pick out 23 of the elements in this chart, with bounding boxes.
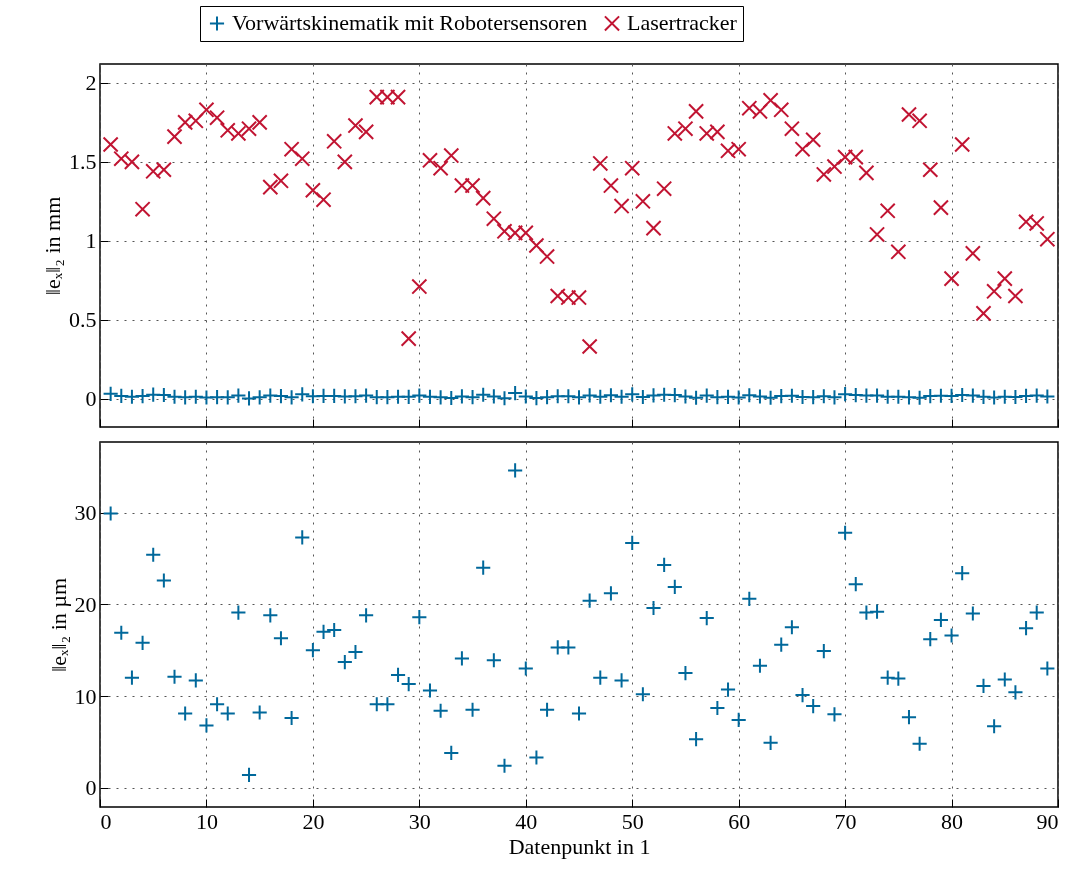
x-tick-label: 40 <box>515 808 538 834</box>
y-axis-title: ‖eₓ‖₂ in µm <box>45 577 71 673</box>
x-tick-label: 30 <box>408 808 431 834</box>
y-tick-label: 0.5 <box>69 307 97 333</box>
legend-label: Vorwärtskinematik mit Robotersensoren <box>232 10 588 36</box>
legend-label: Lasertracker <box>627 10 738 36</box>
y-tick-label: 1.5 <box>69 149 97 175</box>
y-axis-title: ‖eₓ‖₂ in mm <box>40 196 65 296</box>
y-tick-label: 30 <box>74 500 97 526</box>
y-tick-label: 2 <box>85 70 97 96</box>
x-tick-label: 50 <box>621 808 644 834</box>
y-tick-label: 1 <box>85 228 97 254</box>
x-tick-label: 70 <box>834 808 857 834</box>
y-tick-label: 0 <box>85 775 97 801</box>
y-tick-label: 20 <box>74 591 97 617</box>
x-tick-label: 90 <box>1036 808 1059 834</box>
x-tick-label: 10 <box>195 808 218 834</box>
x-tick-label: 60 <box>728 808 751 834</box>
x-tick-label: 20 <box>302 808 325 834</box>
x-axis-title: Datenpunkt in 1 <box>508 833 651 859</box>
x-tick-label: 80 <box>941 808 964 834</box>
y-tick-label: 10 <box>74 683 97 709</box>
y-tick-label: 0 <box>85 386 97 412</box>
